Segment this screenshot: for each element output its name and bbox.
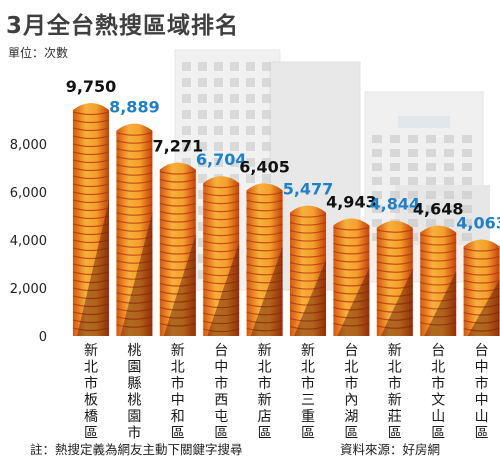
- category-label: 新北市板橋區: [84, 343, 98, 442]
- value-label: 6,405: [239, 157, 290, 176]
- building-right-sign: [398, 116, 450, 128]
- value-label: 4,943: [326, 192, 377, 211]
- y-tick-label: 4,000: [10, 234, 47, 249]
- bar: [203, 176, 240, 336]
- value-label: 9,750: [66, 77, 117, 96]
- y-tick-label: 0: [39, 330, 47, 345]
- value-label: 4,063: [456, 213, 500, 232]
- category-label: 台北市內湖區: [344, 343, 358, 442]
- bar: [463, 239, 500, 336]
- footnote: 註：熱搜定義為網友主動下關鍵字搜尋: [30, 442, 243, 457]
- category-label: 新北市三重區: [301, 343, 315, 442]
- bar: [420, 225, 457, 336]
- unit-label: 單位：次數: [8, 46, 69, 60]
- bar: [289, 205, 327, 336]
- value-label: 6,704: [196, 150, 247, 169]
- category-label: 新北市中和區: [171, 343, 185, 442]
- bar: [376, 220, 413, 336]
- bar: [333, 218, 370, 336]
- y-tick-label: 2,000: [10, 282, 47, 297]
- category-labels: 新北市板橋區 桃園縣桃園市 新北市中和區 台中市西屯區 新北市新店區 新北市三重區 台北市內…: [84, 343, 489, 442]
- category-label: 新北市新莊區: [388, 343, 402, 442]
- value-label: 8,889: [109, 98, 160, 117]
- chart-title: 3月全台熱搜區域排名: [6, 13, 240, 39]
- bar: [116, 123, 153, 336]
- bar: [246, 183, 283, 336]
- y-tick-label: 6,000: [10, 186, 47, 201]
- category-label: 桃園縣桃園市: [127, 343, 141, 442]
- background-buildings: [174, 49, 490, 291]
- bars: [72, 103, 500, 336]
- bar: [72, 103, 110, 336]
- value-label: 4,844: [369, 195, 420, 214]
- y-tick-label: 8,000: [10, 138, 47, 153]
- category-label: 台北市文山區: [431, 343, 445, 442]
- bar: [159, 162, 196, 336]
- value-label: 4,648: [413, 199, 464, 218]
- y-axis: 0 2,000 4,000 6,000 8,000: [10, 138, 47, 345]
- category-label: 台中市西屯區: [214, 343, 228, 442]
- source-credit: 資料來源：好房網: [340, 442, 441, 457]
- category-label: 新北市新店區: [258, 343, 272, 442]
- value-label: 7,271: [152, 136, 203, 155]
- category-label: 台中市中山區: [475, 343, 489, 442]
- value-label: 5,477: [283, 180, 334, 199]
